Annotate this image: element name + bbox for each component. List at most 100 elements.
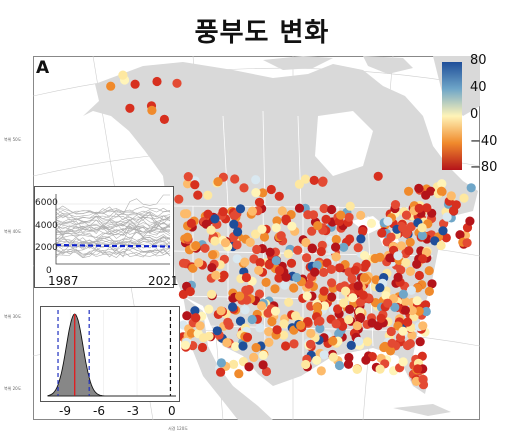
- site-marker: [294, 179, 304, 189]
- site-marker: [360, 273, 370, 283]
- site-marker: [191, 313, 201, 323]
- site-marker: [459, 193, 469, 203]
- ts-background-line: [55, 194, 170, 216]
- site-marker: [307, 226, 317, 236]
- site-marker: [178, 258, 189, 268]
- ts-background-line: [55, 213, 171, 222]
- ts-background-line: [55, 209, 171, 218]
- site-marker: [258, 360, 268, 370]
- site-marker: [353, 281, 363, 291]
- site-marker: [252, 244, 262, 255]
- ts-background-line: [55, 228, 171, 238]
- site-marker: [284, 297, 294, 307]
- site-marker: [220, 238, 231, 248]
- site-marker: [188, 263, 198, 273]
- site-marker: [210, 214, 220, 224]
- site-marker: [281, 214, 291, 224]
- site-marker: [125, 103, 135, 113]
- site-marker: [437, 179, 447, 189]
- site-marker: [344, 352, 354, 363]
- site-marker: [208, 250, 218, 260]
- site-marker: [315, 323, 325, 334]
- ts-background-line: [55, 248, 171, 257]
- site-marker: [272, 325, 282, 335]
- site-marker: [366, 218, 377, 228]
- site-marker: [396, 265, 406, 275]
- site-marker: [405, 339, 415, 349]
- site-marker: [247, 206, 257, 216]
- site-marker: [361, 259, 371, 269]
- colorbar: [442, 62, 462, 170]
- ts-ytick-4000: 4000: [35, 221, 58, 231]
- site-marker: [417, 230, 427, 241]
- site-marker: [211, 270, 221, 280]
- site-marker: [178, 289, 188, 299]
- site-marker: [403, 317, 413, 327]
- site-marker: [345, 201, 355, 211]
- site-marker: [361, 355, 371, 365]
- site-marker: [386, 232, 396, 242]
- site-marker: [316, 246, 326, 257]
- site-marker: [186, 218, 196, 228]
- site-marker: [331, 252, 341, 262]
- dist-density: [47, 313, 176, 397]
- site-marker: [451, 200, 461, 210]
- site-marker: [353, 243, 363, 253]
- ts-ytick-0: 0: [46, 266, 52, 276]
- site-marker: [240, 257, 250, 267]
- lat-label-50: 북위 50도: [4, 137, 22, 142]
- site-marker: [190, 306, 200, 316]
- site-marker: [228, 302, 238, 312]
- site-marker: [348, 293, 358, 303]
- site-marker: [347, 274, 357, 284]
- site-marker: [242, 295, 252, 305]
- site-marker: [386, 326, 396, 337]
- site-marker: [327, 204, 337, 215]
- site-marker: [446, 191, 456, 201]
- site-marker: [398, 357, 408, 367]
- site-marker: [182, 311, 192, 321]
- site-marker: [424, 266, 434, 276]
- ts-background-line: [55, 219, 171, 227]
- site-marker: [254, 289, 265, 299]
- site-marker: [258, 350, 268, 360]
- site-marker: [293, 245, 303, 255]
- dist-xtick-neg3: -3: [127, 404, 139, 418]
- time-series-chart: [55, 194, 171, 265]
- site-marker: [335, 263, 345, 273]
- site-marker: [418, 374, 428, 384]
- ts-ytick-2000: 2000: [35, 243, 58, 253]
- site-marker: [424, 286, 434, 296]
- site-marker: [436, 186, 447, 196]
- ts-background-line: [55, 215, 171, 225]
- site-marker: [195, 321, 205, 331]
- site-marker: [200, 243, 210, 253]
- site-marker: [174, 194, 184, 204]
- site-marker: [438, 226, 448, 236]
- site-marker: [203, 209, 213, 219]
- site-marker: [373, 171, 383, 181]
- site-marker: [251, 343, 261, 353]
- site-marker: [302, 253, 312, 263]
- site-marker: [319, 350, 329, 360]
- site-marker: [232, 254, 242, 264]
- site-marker: [406, 222, 416, 232]
- site-marker: [422, 203, 432, 213]
- site-marker: [261, 277, 271, 287]
- site-marker: [362, 337, 373, 347]
- site-marker: [183, 179, 193, 189]
- site-marker: [216, 358, 226, 368]
- site-marker: [147, 105, 157, 115]
- site-marker: [400, 297, 411, 307]
- colorbar-gradient: [442, 62, 462, 170]
- colorbar-tick-40: 40: [470, 80, 487, 95]
- site-marker: [118, 70, 128, 80]
- site-marker: [239, 183, 249, 193]
- site-marker: [267, 316, 277, 327]
- site-marker: [193, 190, 203, 200]
- site-marker: [254, 197, 265, 207]
- site-marker: [404, 186, 414, 196]
- site-marker: [396, 241, 406, 251]
- site-marker: [232, 240, 242, 250]
- ts-ytick-6000: 6000: [35, 198, 58, 208]
